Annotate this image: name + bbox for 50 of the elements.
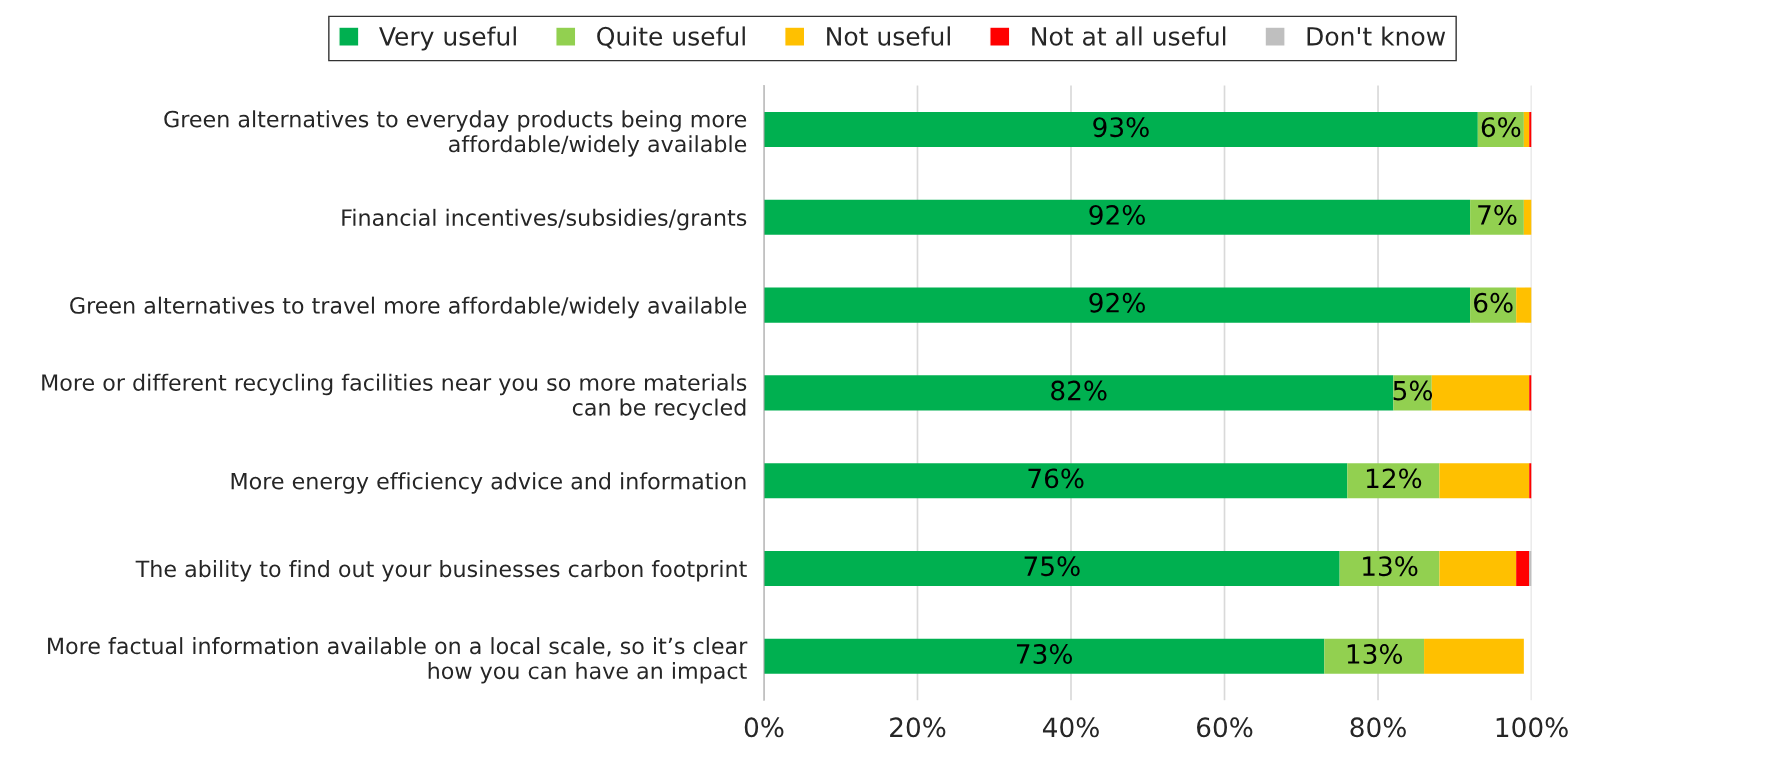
data-label: 6% xyxy=(1474,292,1513,313)
bar xyxy=(763,375,1394,411)
y-tick-label: Green alternatives to everyday products being more affordable/widely available xyxy=(164,110,747,157)
data-label: 5% xyxy=(1393,380,1433,401)
bar xyxy=(763,199,1471,235)
bar xyxy=(763,550,1340,587)
data-label: 13% xyxy=(1363,556,1418,577)
bar xyxy=(1324,638,1425,674)
bar xyxy=(763,287,1471,323)
legend-label: Don't know xyxy=(1307,26,1446,46)
bar xyxy=(763,638,1325,674)
x-tick-label: 20% xyxy=(890,717,946,738)
data-label: 12% xyxy=(1366,468,1422,489)
y-tick-label: The ability to find out your businesses carbon footprint xyxy=(135,560,747,582)
x-tick-label: 60% xyxy=(1197,717,1253,738)
x-tick-label: 0% xyxy=(744,717,784,738)
bar xyxy=(763,463,1348,499)
bar xyxy=(1424,638,1524,674)
bar xyxy=(1431,375,1530,411)
data-label: 13% xyxy=(1347,643,1403,664)
y-tick-label: Financial incentives/subsidies/grants xyxy=(342,208,747,231)
data-label: 75% xyxy=(1024,556,1080,577)
legend-label: Not useful xyxy=(827,26,950,46)
data-label: 76% xyxy=(1028,468,1084,489)
legend-label: Not at all useful xyxy=(1032,26,1226,46)
x-tick-label: 100% xyxy=(1496,717,1568,738)
bar xyxy=(1439,550,1517,587)
bar xyxy=(1523,199,1532,235)
bar xyxy=(1439,463,1530,499)
legend-label: Quite useful xyxy=(597,26,745,49)
data-label: 82% xyxy=(1051,380,1107,401)
y-tick-label: Green alternatives to travel more affordable/widely available xyxy=(70,296,747,319)
data-label: 7% xyxy=(1478,204,1517,225)
y-tick-label: More or different recycling facilities near you so more materials can be recycled xyxy=(42,373,747,421)
data-label: 93% xyxy=(1093,117,1149,138)
bar xyxy=(1516,287,1532,323)
data-label: 73% xyxy=(1016,643,1073,664)
data-label: 6% xyxy=(1481,117,1521,138)
bar xyxy=(1339,550,1440,587)
bar xyxy=(1523,111,1530,148)
data-label: 92% xyxy=(1089,292,1145,313)
y-tick-label: More factual information available on a local scale, so it’s clear how you can have an impact xyxy=(48,637,748,684)
data-label: 92% xyxy=(1089,204,1145,225)
bar xyxy=(1347,463,1440,499)
legend-label: Very useful xyxy=(379,26,516,51)
x-tick-label: 80% xyxy=(1350,717,1406,738)
y-tick-label: More energy efficiency advice and information xyxy=(231,472,746,494)
bar xyxy=(1516,550,1530,587)
x-tick-label: 40% xyxy=(1042,717,1099,738)
bar xyxy=(763,111,1478,148)
